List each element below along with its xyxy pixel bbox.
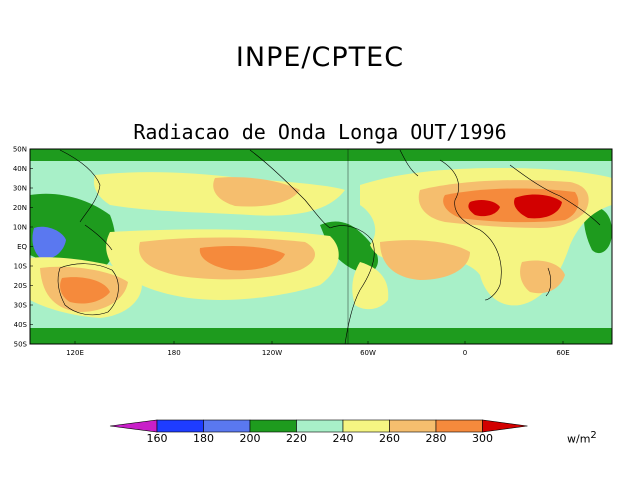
colorbar-tick-240: 240 xyxy=(333,432,354,445)
lon-axis: 120E 180 120W 60W 0 60E xyxy=(66,341,570,357)
lat-label-40s: 40S xyxy=(14,321,28,329)
lat-label-50n: 50N xyxy=(13,146,27,154)
north-band-200-220 xyxy=(30,149,612,161)
colorbar-tick-220: 220 xyxy=(286,432,307,445)
lon-label-0: 0 xyxy=(463,349,467,357)
colorbar-segment xyxy=(342,419,390,433)
south-america-240-260 xyxy=(352,262,389,310)
lat-label-40n: 40N xyxy=(13,165,27,173)
lon-label-180: 180 xyxy=(167,349,180,357)
lon-label-60w: 60W xyxy=(360,349,376,357)
colorbar-segment xyxy=(435,419,483,433)
lat-label-10n: 10N xyxy=(13,224,27,232)
colorbar-segment xyxy=(296,419,344,433)
lat-label-10s: 10S xyxy=(14,263,28,271)
units-exp: 2 xyxy=(590,430,597,441)
colorbar-tick-260: 260 xyxy=(379,432,400,445)
colorbar-segment xyxy=(389,419,437,433)
amazon-200-220 xyxy=(320,221,379,273)
lat-label-30s: 30S xyxy=(14,302,28,310)
colorbar-tick-280: 280 xyxy=(426,432,447,445)
colorbar-segment xyxy=(249,419,297,433)
sahara-above-300 xyxy=(468,199,500,217)
colorbar-segment xyxy=(203,419,251,433)
colorbar-tick-200: 200 xyxy=(240,432,261,445)
coastlines xyxy=(57,149,601,344)
lat-label-eq: EQ xyxy=(17,243,27,251)
south-africa-260-280 xyxy=(520,260,565,294)
lon-label-120w: 120W xyxy=(262,349,282,357)
south-atlantic-260-280 xyxy=(380,240,470,280)
south-band-200-220 xyxy=(30,328,612,344)
colorbar-tick-160: 160 xyxy=(147,432,168,445)
south-pacific-280-300 xyxy=(199,246,285,271)
lat-axis: 50N 40N 30N 20N 10N EQ 10S 20S 30S 40S 50S xyxy=(13,146,33,349)
units-base: w/m xyxy=(567,432,591,446)
lat-label-30n: 30N xyxy=(13,185,27,193)
page-title: INPE/CPTEC xyxy=(235,42,405,73)
lon-label-60e: 60E xyxy=(556,349,569,357)
colorbar-high-arrow xyxy=(482,419,528,433)
colorbar-tick-300: 300 xyxy=(472,432,493,445)
lat-label-50s: 50S xyxy=(14,341,28,349)
units-label: w/m2 xyxy=(567,430,597,446)
colorbar-segment xyxy=(156,419,204,433)
lat-label-20s: 20S xyxy=(14,282,28,290)
west-pacific-180-200 xyxy=(32,226,66,259)
north-pacific-260-280 xyxy=(213,177,300,207)
colorbar-tick-180: 180 xyxy=(193,432,214,445)
map-field xyxy=(30,149,612,344)
australia-280-300 xyxy=(60,277,110,304)
map-title: Radiacao de Onda Longa OUT/1996 xyxy=(133,120,507,144)
colorbar-low-arrow xyxy=(109,419,158,433)
lat-label-20n: 20N xyxy=(13,204,27,212)
arabia-above-300 xyxy=(514,194,562,219)
colorbar: 160 180 200 220 240 260 280 300 xyxy=(109,419,528,445)
lon-label-120e: 120E xyxy=(66,349,84,357)
